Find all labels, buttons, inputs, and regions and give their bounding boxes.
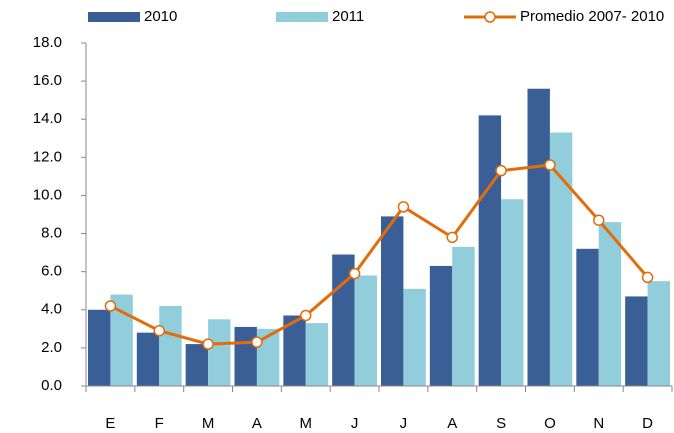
y-tick-label: 8.0 xyxy=(41,225,62,242)
legend-label: 2010 xyxy=(144,8,177,25)
legend-swatch xyxy=(276,12,328,22)
line-marker xyxy=(300,309,312,322)
bar xyxy=(234,326,257,386)
bar xyxy=(576,248,599,386)
bar xyxy=(185,344,209,386)
x-tick-label: F xyxy=(155,415,164,432)
y-tick-label: 4.0 xyxy=(41,301,62,318)
y-tick-label: 0.0 xyxy=(41,377,62,394)
line-marker xyxy=(348,267,361,280)
legend-label: 2011 xyxy=(332,8,364,25)
line-marker xyxy=(397,201,410,213)
line xyxy=(109,163,649,346)
x-tick-label: M xyxy=(202,415,215,432)
bar xyxy=(403,288,426,386)
x-tick-label: E xyxy=(105,415,115,432)
bar xyxy=(429,265,453,386)
bar xyxy=(501,199,524,386)
line-marker xyxy=(104,300,117,312)
legend-label: Promedio 2007- 2010 xyxy=(520,8,664,25)
bar xyxy=(452,246,475,386)
bar xyxy=(381,216,404,386)
bar xyxy=(159,305,182,386)
x-tick-label: A xyxy=(252,415,262,432)
bar xyxy=(478,115,502,387)
line-marker xyxy=(641,271,654,284)
y-tick-label: 12.0 xyxy=(33,148,62,165)
legend-swatch xyxy=(88,12,140,22)
bar xyxy=(305,323,329,386)
bar xyxy=(527,88,550,386)
x-tick-label: M xyxy=(300,415,313,432)
bar xyxy=(598,222,622,386)
line-marker xyxy=(153,324,165,337)
y-tick-label: 18.0 xyxy=(33,34,62,51)
bar xyxy=(110,294,133,386)
line-marker xyxy=(446,231,458,244)
bar xyxy=(647,281,670,386)
bar xyxy=(136,332,160,386)
x-tick-label: O xyxy=(544,415,556,432)
line-marker xyxy=(544,159,556,171)
bar xyxy=(283,315,306,386)
x-tick-label: N xyxy=(593,415,604,432)
x-tick-label: D xyxy=(642,415,653,432)
bar xyxy=(549,132,573,386)
bar xyxy=(208,319,231,386)
bar xyxy=(625,296,648,386)
y-tick-label: 14.0 xyxy=(33,110,62,127)
x-tick-label: J xyxy=(400,415,408,432)
y-tick-label: 10.0 xyxy=(33,186,62,203)
line-marker xyxy=(202,338,214,350)
x-tick-label: J xyxy=(351,415,359,432)
x-tick-label: S xyxy=(496,415,506,432)
line-marker xyxy=(251,336,263,348)
y-tick-label: 16.0 xyxy=(33,72,62,89)
bar xyxy=(354,275,377,386)
legend-marker xyxy=(484,11,496,23)
line-marker xyxy=(593,214,605,226)
y-tick-label: 6.0 xyxy=(41,263,62,280)
x-tick-label: A xyxy=(447,415,457,432)
line-marker xyxy=(495,164,507,177)
bar xyxy=(88,309,111,386)
y-tick-label: 2.0 xyxy=(41,339,62,356)
